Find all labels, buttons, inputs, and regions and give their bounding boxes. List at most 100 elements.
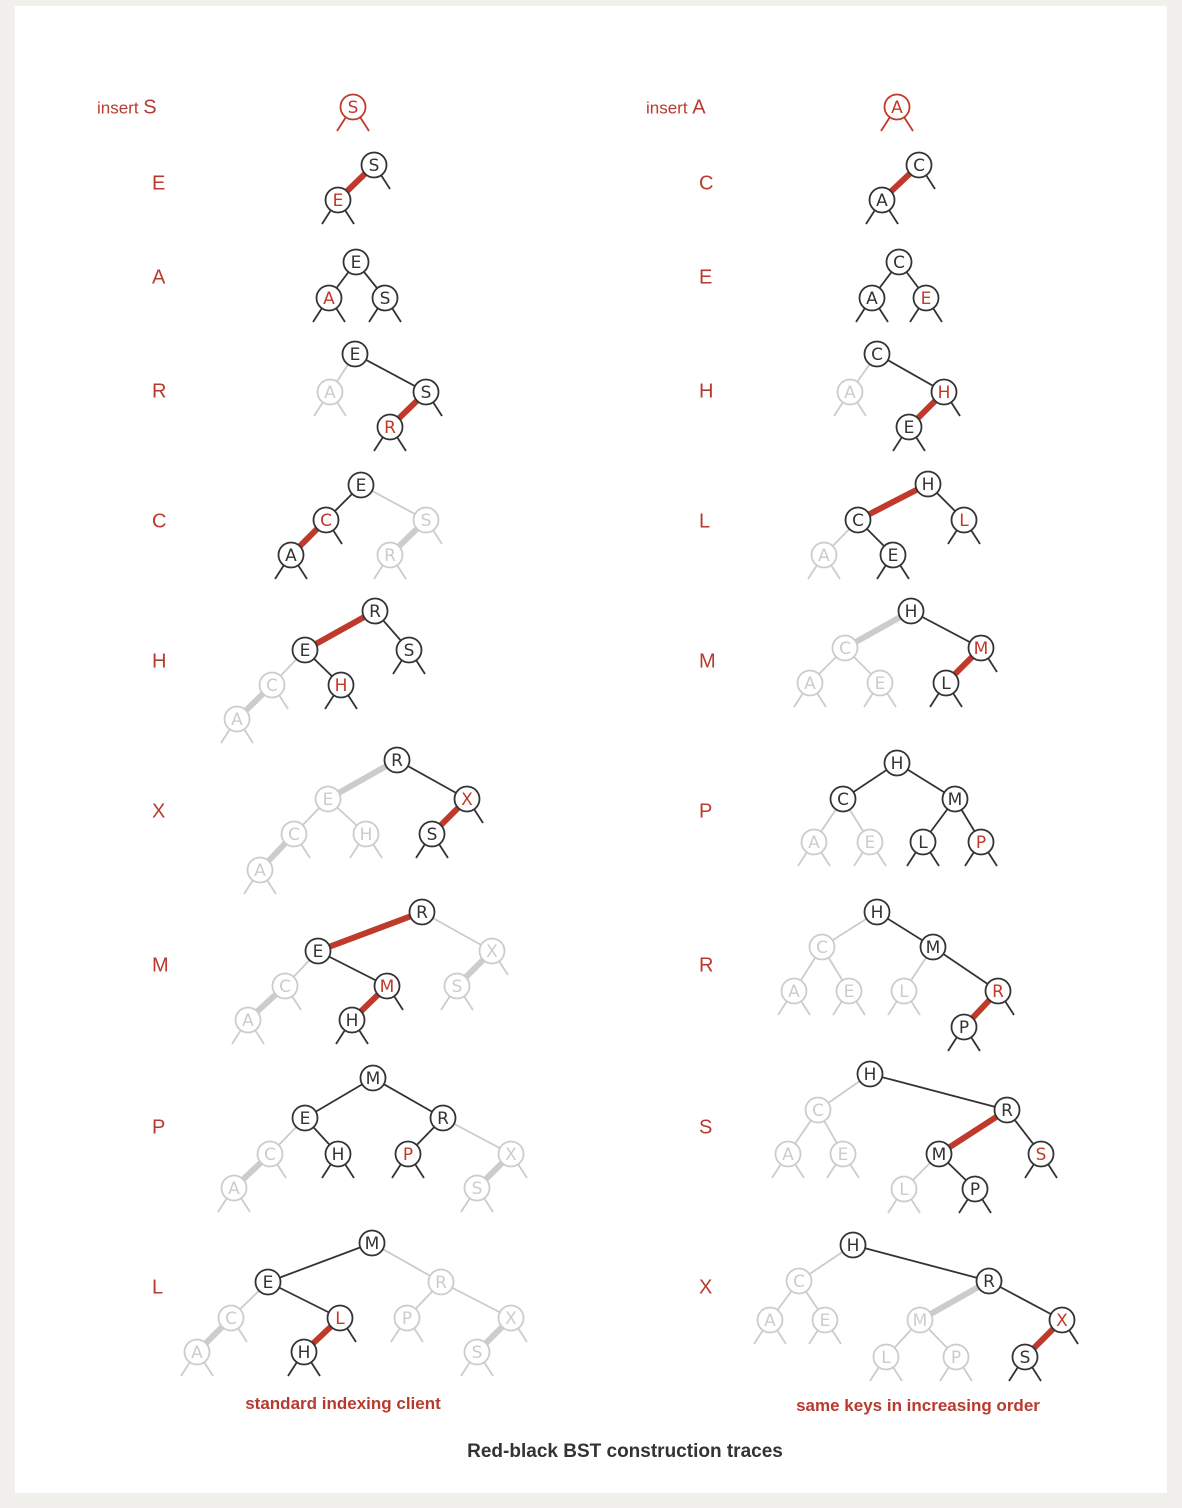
node-key: E <box>888 546 899 566</box>
tree-link <box>267 1281 341 1319</box>
null-link <box>1004 1000 1015 1016</box>
inserted-key: A <box>152 266 166 289</box>
node-key: A <box>191 1343 203 1363</box>
tree-node <box>371 284 399 312</box>
tree-node <box>324 1140 352 1168</box>
node-key: E <box>356 476 367 496</box>
tree-link <box>852 1244 990 1282</box>
tree-node <box>497 1304 525 1332</box>
null-link <box>396 564 407 580</box>
null-link <box>391 307 402 323</box>
node-key: C <box>913 156 925 176</box>
step-label: C <box>152 511 166 534</box>
node-key: R <box>437 1109 449 1129</box>
null-link <box>910 1198 921 1214</box>
null-link <box>771 1163 782 1179</box>
null-link <box>865 209 876 225</box>
tree-node <box>866 669 894 697</box>
null-link <box>310 1361 321 1377</box>
trace-step: S <box>336 93 370 132</box>
inserted-key: E <box>699 266 713 289</box>
trace-step: M E R C L P X A H S <box>180 1229 528 1377</box>
tree-node <box>804 1096 832 1124</box>
null-link <box>876 851 887 867</box>
inserted-key: P <box>152 1116 166 1139</box>
tree-node <box>359 1064 387 1092</box>
node-key: M <box>913 1311 928 1331</box>
null-link <box>344 209 355 225</box>
tree-node <box>427 1268 455 1296</box>
trace-step: SE <box>321 151 391 225</box>
tree-node <box>885 248 913 276</box>
trace-step: M E R C H P X A S <box>217 1064 528 1213</box>
node-key: A <box>866 289 878 309</box>
node-key: P <box>959 1018 969 1038</box>
tree-link <box>315 909 425 954</box>
null-link <box>517 1327 528 1343</box>
node-key: C <box>225 1309 237 1329</box>
tree-node <box>839 1231 867 1259</box>
tree-link <box>354 353 427 393</box>
tree-node <box>312 506 340 534</box>
null-link <box>413 1327 424 1343</box>
inserted-key: H <box>152 650 167 673</box>
tree-node <box>863 898 891 926</box>
node-key: A <box>764 1311 776 1331</box>
null-link <box>349 843 360 859</box>
node-key: E <box>300 641 311 661</box>
node-key: R <box>384 418 396 438</box>
null-link <box>863 692 874 708</box>
null-link <box>932 307 943 323</box>
tree-node <box>879 541 907 569</box>
null-link <box>816 692 827 708</box>
tree-node <box>950 1013 978 1041</box>
tree-node <box>941 785 969 813</box>
step-label: H <box>152 651 166 674</box>
node-key: A <box>324 383 336 403</box>
tree-node <box>942 1343 970 1371</box>
node-key: A <box>891 98 903 118</box>
inserted-key: E <box>152 172 166 195</box>
null-link <box>373 436 384 452</box>
node-key: A <box>788 982 800 1002</box>
node-key: E <box>844 982 855 1002</box>
tree-node <box>383 746 411 774</box>
tree-node <box>890 1175 918 1203</box>
tree-node <box>291 1104 319 1132</box>
null-link <box>460 1361 471 1377</box>
inserted-key: P <box>699 800 713 823</box>
inserted-key: C <box>699 172 714 195</box>
tree-node <box>905 151 933 179</box>
step-label: E <box>699 267 712 290</box>
step-label: M <box>699 651 716 674</box>
tree-node <box>756 1306 784 1334</box>
node-key: C <box>839 639 851 659</box>
null-link <box>396 436 407 452</box>
inserted-key: M <box>699 650 716 673</box>
step-label: E <box>152 173 165 196</box>
tree-node <box>412 378 440 406</box>
trace-step: H C R A E M X L P S <box>753 1231 1079 1382</box>
node-key: S <box>421 383 432 403</box>
node-key: H <box>847 1236 860 1256</box>
tree-link <box>267 1242 373 1283</box>
node-key: S <box>427 825 438 845</box>
tree-node <box>919 933 947 961</box>
null-link <box>794 1163 805 1179</box>
tree-node <box>497 1140 525 1168</box>
tree-node <box>967 634 995 662</box>
node-key: P <box>951 1348 961 1368</box>
tree-node <box>895 413 923 441</box>
null-link <box>820 851 831 867</box>
tree-link <box>936 1107 1010 1157</box>
tree-node <box>246 856 274 884</box>
step-label: S <box>699 1117 712 1140</box>
node-key: M <box>365 1234 380 1254</box>
null-link <box>220 728 231 744</box>
null-link <box>278 694 289 710</box>
node-key: H <box>938 383 951 403</box>
tree-node <box>277 541 305 569</box>
tree-node <box>463 1174 491 1202</box>
node-key: X <box>505 1145 517 1165</box>
